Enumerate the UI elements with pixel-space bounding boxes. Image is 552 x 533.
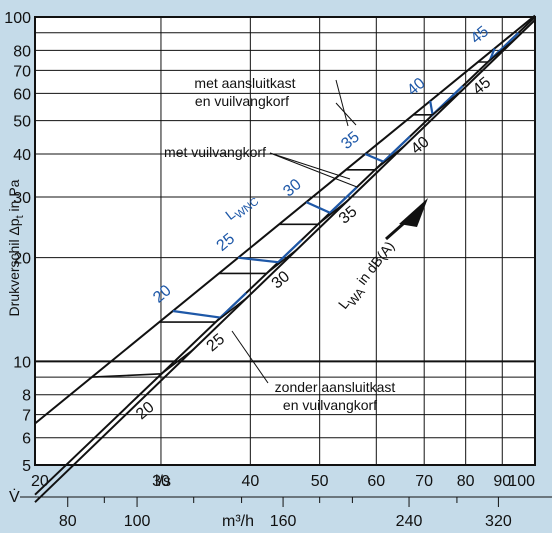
lwa-segment-5 <box>413 89 463 116</box>
x-tick-80: 80 <box>457 473 475 490</box>
x-tick-30: 30 <box>152 473 170 490</box>
y-tick-70: 70 <box>13 63 31 80</box>
x-symbol: V̇ <box>9 488 20 506</box>
leader-vuilvang-2 <box>269 152 358 188</box>
x-tick-90: 90 <box>493 473 511 490</box>
x-tick-50: 50 <box>311 473 329 490</box>
label-aansluit-1: met aansluitkast <box>194 75 295 91</box>
y-tick-100: 100 <box>4 10 31 27</box>
m3h-tick-160: 160 <box>270 513 297 530</box>
y-axis-label: Drukverschil Δpt in Pa <box>6 179 26 316</box>
leader-vuilvang-1 <box>269 152 351 180</box>
lwa-arrow-shaft <box>385 214 413 241</box>
label-zonder-2: en vuilvangkorf <box>283 397 377 413</box>
y-tick-20: 20 <box>13 251 31 268</box>
lwnc-segment-1 <box>238 239 303 264</box>
y-tick-30: 30 <box>13 190 31 207</box>
x-unit-label: l/s <box>155 473 171 490</box>
x-tick-100: 100 <box>508 473 535 490</box>
lwa-segment-4 <box>345 144 406 171</box>
m3h-unit-label: m³/h <box>222 513 254 530</box>
lwa-segment-0 <box>91 348 195 378</box>
leader-zonder <box>231 330 269 384</box>
x-tick-60: 60 <box>367 473 385 490</box>
series-line-2 <box>34 19 536 503</box>
leader-aansluit-1 <box>335 79 349 127</box>
lwnc-segment-3 <box>364 135 411 163</box>
m3h-tick-80: 80 <box>59 513 77 530</box>
y-tick-6: 6 <box>22 431 31 448</box>
leader-aansluit-2 <box>335 102 357 126</box>
label-zonder-1: zonder aansluitkast <box>275 379 396 395</box>
x-tick-70: 70 <box>415 473 433 490</box>
y-tick-80: 80 <box>13 43 31 60</box>
y-tick-5: 5 <box>22 458 31 475</box>
lwa-segment-3 <box>279 198 350 226</box>
lwa-segment-1 <box>159 296 248 323</box>
m3h-tick-100: 100 <box>124 513 151 530</box>
label-aansluit-2: en vuilvangkorf <box>195 93 289 109</box>
plot-area <box>35 17 535 465</box>
series-line-0 <box>34 14 536 425</box>
y-tick-10: 10 <box>13 354 31 371</box>
x-tick-20: 20 <box>31 473 49 490</box>
x-tick-40: 40 <box>241 473 259 490</box>
lwnc-segment-2 <box>305 186 358 215</box>
y-tick-40: 40 <box>13 147 31 164</box>
m3h-tick-240: 240 <box>396 513 423 530</box>
y-tick-60: 60 <box>13 86 31 103</box>
lwa-segment-2 <box>218 248 299 275</box>
m3h-tick-320: 320 <box>485 513 512 530</box>
y-tick-8: 8 <box>22 388 31 405</box>
y-tick-50: 50 <box>13 114 31 131</box>
series-lines <box>34 14 536 503</box>
lwa-segment-6 <box>478 36 518 63</box>
y-tick-7: 7 <box>22 408 31 425</box>
plot-frame <box>34 16 536 466</box>
label-vuilvang: met vuilvangkorf <box>164 144 266 160</box>
